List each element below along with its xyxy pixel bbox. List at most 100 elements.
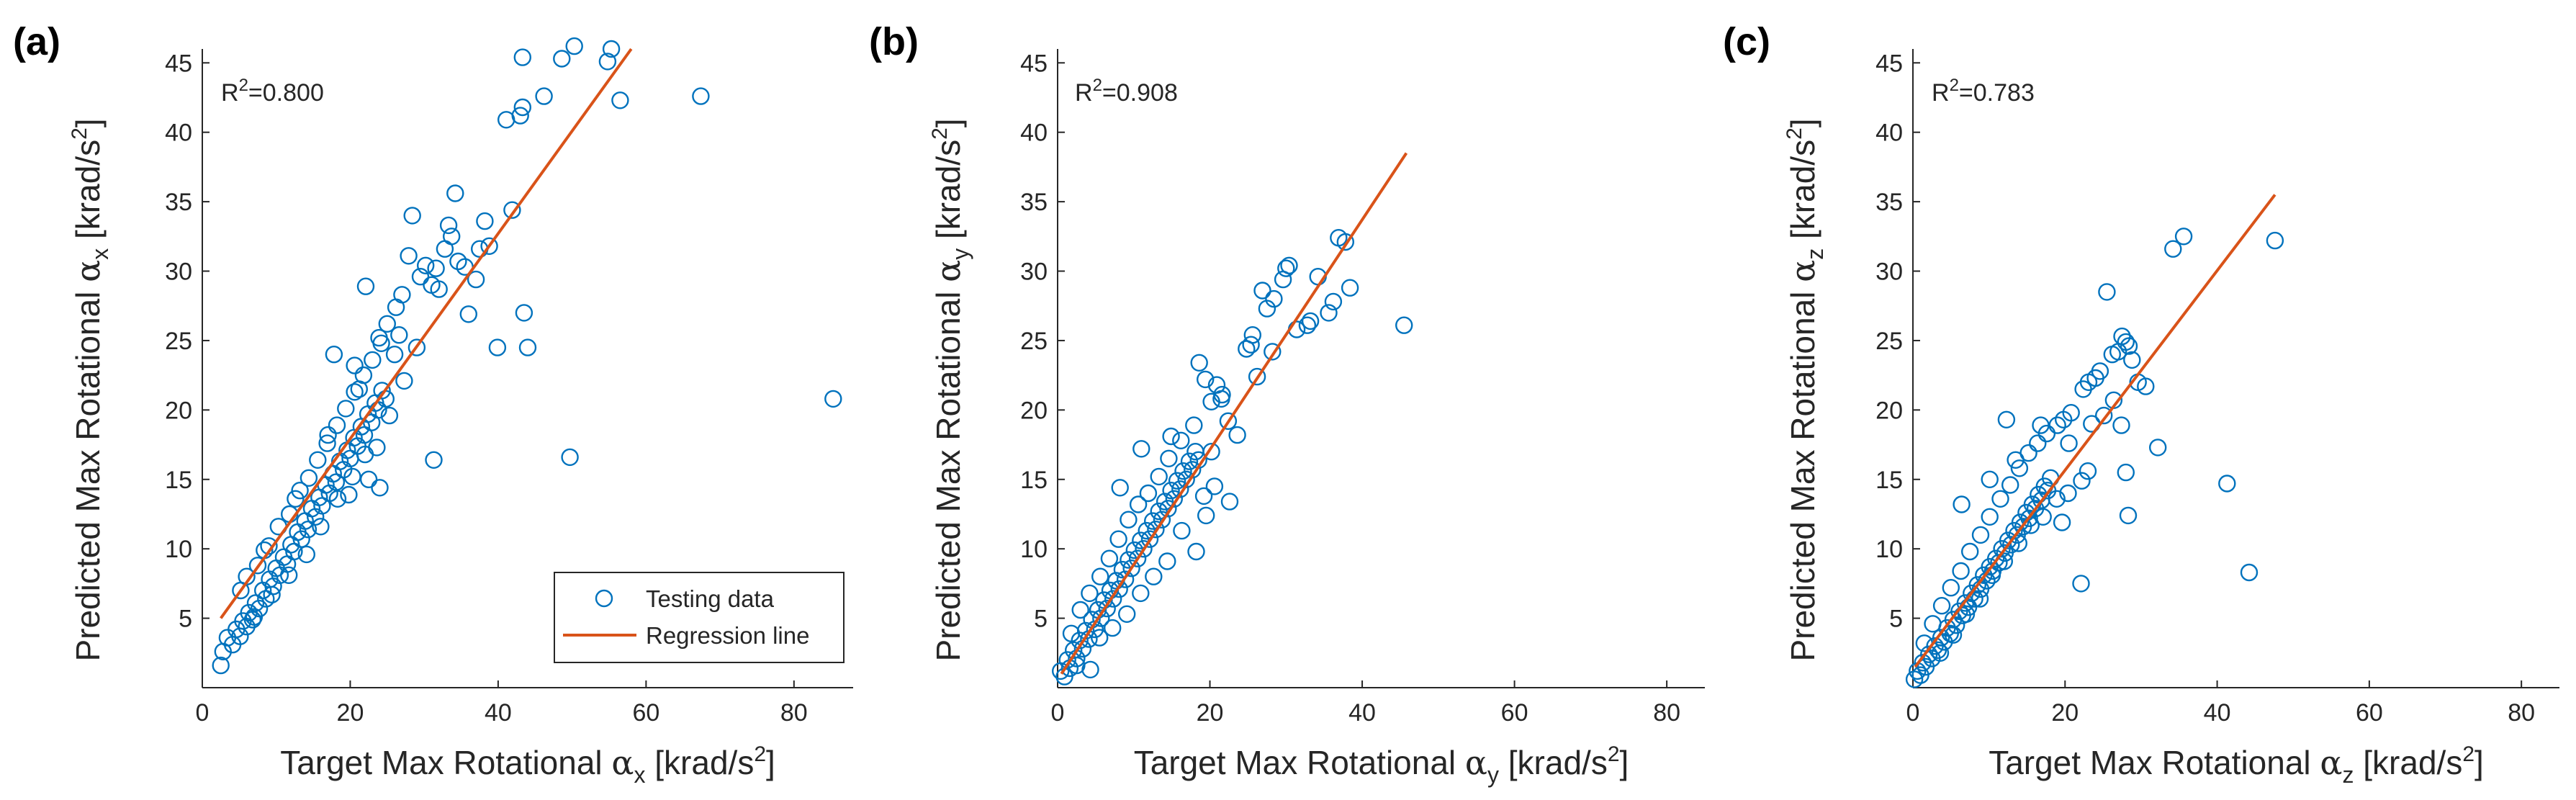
data-point xyxy=(263,585,281,603)
data-point xyxy=(439,216,458,235)
panel-label: (b) xyxy=(869,20,919,63)
data-point xyxy=(1197,506,1215,525)
data-point xyxy=(1190,354,1208,372)
data-point xyxy=(1212,390,1230,408)
data-point xyxy=(2073,472,2091,490)
data-point xyxy=(1942,579,1960,597)
data-point xyxy=(1098,599,1116,618)
data-point xyxy=(1944,626,1963,644)
data-point xyxy=(2079,462,2097,480)
y-tick-label: 35 xyxy=(165,189,192,216)
data-point xyxy=(1081,660,1099,679)
x-axis-title: Target Max Rotational αz [krad/s2] xyxy=(1989,742,2484,788)
y-tick-label: 5 xyxy=(1889,606,1903,633)
y-tick-label: 25 xyxy=(165,328,192,355)
data-point xyxy=(513,98,531,117)
x-tick-label: 0 xyxy=(196,699,210,727)
data-point xyxy=(1103,619,1122,637)
data-point xyxy=(350,380,368,398)
y-tick-label: 15 xyxy=(1020,467,1048,494)
data-point xyxy=(291,482,309,500)
data-point xyxy=(1248,367,1266,386)
data-point xyxy=(1174,462,1192,480)
data-point xyxy=(1172,431,1190,449)
data-point xyxy=(2053,513,2071,531)
data-point xyxy=(1953,495,1971,513)
data-point xyxy=(2098,283,2116,301)
data-point xyxy=(378,315,396,333)
data-point xyxy=(297,545,315,564)
regression-line xyxy=(1060,152,1408,675)
data-point xyxy=(380,406,399,425)
data-point xyxy=(1104,590,1122,608)
y-tick-label: 5 xyxy=(1034,606,1048,633)
x-tick-label: 20 xyxy=(1197,699,1224,727)
data-point xyxy=(480,237,498,255)
data-point xyxy=(328,416,346,434)
data-point xyxy=(1110,580,1128,598)
data-point xyxy=(2072,575,2090,593)
data-point xyxy=(2094,406,2113,425)
data-point xyxy=(1999,531,2017,549)
data-point xyxy=(1194,487,1213,505)
data-point xyxy=(1116,570,1135,588)
x-tick-label: 40 xyxy=(1348,699,1376,727)
data-point xyxy=(1264,343,1282,361)
data-point xyxy=(2048,490,2066,508)
y-tick-label: 35 xyxy=(1020,189,1048,216)
data-point xyxy=(1173,521,1191,540)
data-point xyxy=(1135,540,1153,558)
data-point xyxy=(1140,530,1159,548)
data-point xyxy=(2034,508,2052,526)
data-point xyxy=(425,451,443,469)
data-point xyxy=(2218,475,2236,493)
data-point xyxy=(1128,549,1147,567)
y-tick-label: 5 xyxy=(179,606,192,633)
data-point xyxy=(318,434,336,452)
data-point xyxy=(1092,609,1110,627)
data-point xyxy=(427,259,445,277)
data-point xyxy=(1298,316,1317,334)
data-point xyxy=(2137,377,2155,395)
data-point xyxy=(2007,451,2025,469)
data-point xyxy=(535,87,553,105)
data-point xyxy=(1242,336,1260,354)
y-tick-label: 20 xyxy=(165,397,192,424)
data-point xyxy=(2148,439,2167,457)
x-axis-title: Target Max Rotational αy [krad/s2] xyxy=(1134,742,1629,788)
y-tick-label: 15 xyxy=(1875,467,1903,494)
data-point xyxy=(2240,563,2258,582)
data-point xyxy=(1150,467,1168,486)
data-point xyxy=(1100,549,1119,567)
data-point xyxy=(325,346,343,364)
data-point xyxy=(1981,470,1999,488)
data-point xyxy=(1243,326,1262,344)
data-point xyxy=(1971,526,1990,544)
data-point xyxy=(2091,362,2109,380)
data-point xyxy=(515,304,533,322)
panel-label: (a) xyxy=(13,20,60,63)
y-tick-label: 20 xyxy=(1875,397,1903,424)
x-tick-label: 60 xyxy=(2356,699,2383,727)
y-axis-title: Predicted Max Rotational αz [krad/s2] xyxy=(1783,118,1828,661)
regression-line xyxy=(220,48,633,619)
data-point xyxy=(395,372,413,390)
data-point xyxy=(1058,651,1076,669)
data-point xyxy=(250,599,269,618)
data-point xyxy=(373,382,391,400)
data-point xyxy=(1986,549,2005,567)
data-point xyxy=(245,608,264,626)
data-point xyxy=(1111,479,1129,497)
data-point xyxy=(1924,615,1942,633)
y-tick-label: 10 xyxy=(1020,536,1048,563)
data-point xyxy=(328,490,347,508)
data-point xyxy=(2117,463,2135,482)
legend-marker-points xyxy=(595,589,613,608)
data-point xyxy=(1147,521,1165,539)
data-point xyxy=(1301,312,1320,331)
legend-label-regression-line: Regression line xyxy=(646,622,809,649)
data-point xyxy=(309,451,327,469)
data-point xyxy=(1159,500,1177,518)
data-point xyxy=(446,184,464,202)
data-point xyxy=(1324,292,1343,311)
